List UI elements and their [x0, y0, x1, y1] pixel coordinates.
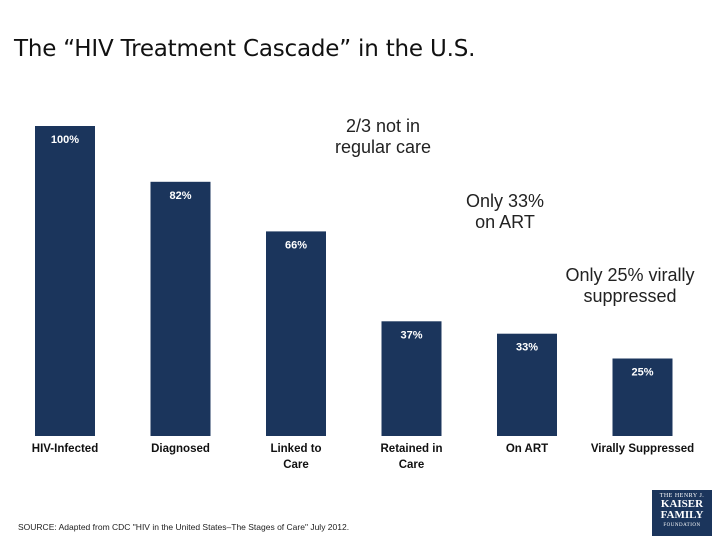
bar — [381, 321, 442, 436]
annotation-virally-suppressed: Only 25% virally suppressed — [550, 265, 710, 307]
bar — [266, 231, 326, 436]
kff-logo: THE HENRY J. KAISER FAMILY FOUNDATION — [652, 490, 712, 536]
category-label: Diagnosed — [151, 443, 210, 455]
bar — [35, 126, 95, 436]
annotation-line: 2/3 not in — [345, 116, 421, 136]
category-label: Linked to — [270, 443, 321, 455]
data-label: 66% — [285, 239, 307, 251]
logo-line: FOUNDATION — [663, 523, 701, 528]
logo-line: THE HENRY J. — [659, 493, 705, 499]
category-label: HIV-Infected — [32, 443, 98, 455]
category-label: Retained in — [381, 443, 443, 455]
chart-title: The “HIV Treatment Cascade” in the U.S. — [14, 36, 476, 62]
annotation-not-in-care: 2/3 not in regular care — [318, 116, 448, 158]
category-label: Virally Suppressed — [591, 443, 694, 455]
logo-line: FAMILY — [660, 509, 704, 521]
annotation-line: Only 25% virally — [565, 265, 695, 285]
data-label: 100% — [51, 134, 79, 146]
bar — [497, 333, 557, 436]
annotation-line: Only 33% — [465, 191, 545, 211]
annotation-line: suppressed — [583, 286, 677, 306]
bar — [150, 181, 211, 436]
data-label: 33% — [516, 342, 538, 354]
bar — [612, 358, 673, 436]
annotation-line: on ART — [475, 212, 535, 232]
category-label: On ART — [506, 443, 548, 455]
annotation-line: regular care — [334, 137, 432, 157]
logo-line: KAISER — [660, 498, 704, 510]
source-note: SOURCE: Adapted from CDC "HIV in the Uni… — [18, 522, 350, 532]
category-label: Care — [283, 459, 309, 471]
annotation-on-art: Only 33% on ART — [450, 191, 560, 233]
data-label: 37% — [400, 329, 422, 341]
data-label: 82% — [169, 190, 191, 202]
category-label: Care — [399, 459, 425, 471]
data-label: 25% — [631, 367, 653, 379]
